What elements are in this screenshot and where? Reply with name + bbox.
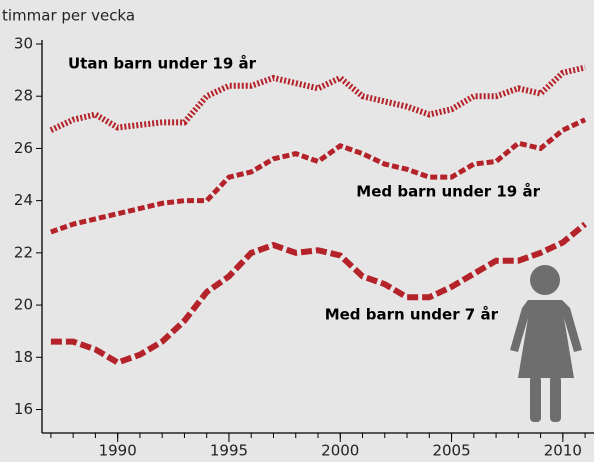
x-tick-label: 1990 <box>99 442 137 460</box>
line-series <box>50 221 588 366</box>
line-series <box>50 117 587 235</box>
x-tick-label: 2000 <box>321 442 359 460</box>
series-label: Utan barn under 19 år <box>68 55 257 73</box>
series-label: Med barn under 19 år <box>356 183 540 201</box>
y-tick-label: 18 <box>14 348 33 366</box>
series-label: Med barn under 7 år <box>325 306 499 324</box>
y-tick-label: 26 <box>14 139 33 157</box>
line-series <box>49 64 586 133</box>
x-tick-label: 1995 <box>210 442 248 460</box>
y-tick-label: 28 <box>14 87 33 105</box>
y-tick-label: 20 <box>14 296 33 314</box>
x-tick-label: 2005 <box>432 442 470 460</box>
y-tick-label: 22 <box>14 243 33 261</box>
y-tick-label: 24 <box>14 191 33 209</box>
y-tick-label: 16 <box>14 400 33 418</box>
woman-icon <box>510 265 582 422</box>
x-tick-label: 2010 <box>544 442 582 460</box>
y-tick-label: 30 <box>14 35 33 53</box>
y-axis-label: timmar per vecka <box>2 7 135 25</box>
